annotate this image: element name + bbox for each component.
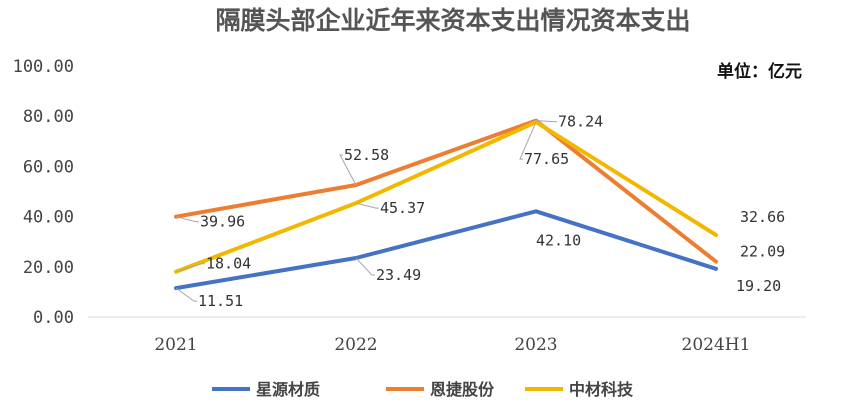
y-tick-label: 20.00 xyxy=(23,258,74,278)
data-label: 42.10 xyxy=(536,231,581,249)
y-tick-label: 100.00 xyxy=(13,57,74,77)
plot-lines xyxy=(174,118,718,291)
x-tick-label: 2021 xyxy=(154,335,197,355)
data-labels: 11.51 23.49 42.10 19.20 39.96 52.58 78.24 22.09… xyxy=(175,113,785,310)
label-leader-line xyxy=(355,202,379,209)
y-tick-label: 80.00 xyxy=(23,107,74,127)
label-leader-line xyxy=(175,216,199,223)
series-line xyxy=(174,209,718,291)
data-label: 19.20 xyxy=(736,277,781,295)
data-label: 11.51 xyxy=(198,292,243,310)
data-label: 32.66 xyxy=(740,208,785,226)
data-label: 23.49 xyxy=(376,266,421,284)
label-leader-line xyxy=(339,154,357,186)
unit-label: 单位：亿元 xyxy=(717,61,802,82)
series-line xyxy=(174,120,718,274)
data-label: 77.65 xyxy=(524,150,569,168)
y-tick-label: 60.00 xyxy=(23,157,74,177)
y-tick-label: 0.00 xyxy=(33,308,74,328)
label-leader-line xyxy=(355,257,375,276)
label-leader-line xyxy=(519,121,537,160)
data-label: 52.58 xyxy=(344,146,389,164)
label-leader-line xyxy=(535,120,557,123)
x-tick-label: 2023 xyxy=(514,335,557,355)
legend-label: 星源材质 xyxy=(256,380,320,399)
data-label: 45.37 xyxy=(380,199,425,217)
x-tick-label: 2022 xyxy=(334,335,377,355)
label-leader-line xyxy=(175,263,205,273)
data-label: 22.09 xyxy=(740,243,785,261)
legend: 星源材质 恩捷股份 中材科技 xyxy=(212,380,634,399)
chart-title: 隔膜头部企业近年来资本支出情况资本支出 xyxy=(215,6,690,35)
series-line xyxy=(174,118,718,264)
data-label: 39.96 xyxy=(200,213,245,231)
legend-label: 恩捷股份 xyxy=(430,380,495,399)
data-label: 78.24 xyxy=(558,113,603,131)
label-leader-line xyxy=(175,287,197,302)
x-tick-label: 2024H1 xyxy=(682,335,751,355)
axes: 0.00 20.00 40.00 60.00 80.00 100.00 2021 2022 20… xyxy=(13,57,806,355)
data-label: 18.04 xyxy=(206,255,251,273)
y-tick-label: 40.00 xyxy=(23,208,74,228)
legend-label: 中材科技 xyxy=(569,380,634,399)
